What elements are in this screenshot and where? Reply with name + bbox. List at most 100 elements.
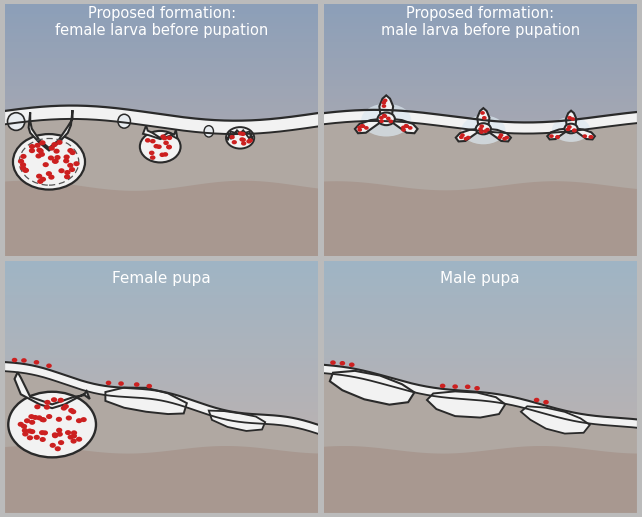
Circle shape xyxy=(589,135,593,139)
Circle shape xyxy=(480,111,485,115)
Circle shape xyxy=(73,161,80,166)
Circle shape xyxy=(55,155,60,160)
Circle shape xyxy=(22,428,28,433)
Circle shape xyxy=(163,141,169,145)
Circle shape xyxy=(52,433,58,438)
Polygon shape xyxy=(5,105,318,134)
Circle shape xyxy=(52,159,58,164)
Circle shape xyxy=(53,159,59,164)
Circle shape xyxy=(64,155,70,160)
Circle shape xyxy=(566,127,571,131)
Circle shape xyxy=(162,152,168,157)
Polygon shape xyxy=(379,95,393,116)
Circle shape xyxy=(474,386,480,390)
Circle shape xyxy=(241,141,247,146)
Circle shape xyxy=(499,133,503,137)
Circle shape xyxy=(134,382,139,387)
Circle shape xyxy=(46,171,52,176)
Circle shape xyxy=(49,443,56,448)
Circle shape xyxy=(69,150,76,155)
Polygon shape xyxy=(227,130,253,140)
Polygon shape xyxy=(5,446,318,513)
Circle shape xyxy=(229,135,235,139)
Circle shape xyxy=(67,148,74,153)
Circle shape xyxy=(159,153,165,157)
Circle shape xyxy=(56,432,63,437)
Circle shape xyxy=(555,135,560,139)
Circle shape xyxy=(166,145,172,149)
Circle shape xyxy=(349,362,354,367)
Polygon shape xyxy=(324,446,637,513)
Text: Proposed formation:
male larva before pupation: Proposed formation: male larva before pu… xyxy=(381,6,580,38)
Circle shape xyxy=(20,162,26,168)
Circle shape xyxy=(386,116,391,120)
Circle shape xyxy=(572,128,577,132)
Circle shape xyxy=(51,397,57,402)
Circle shape xyxy=(480,125,484,128)
Circle shape xyxy=(71,430,77,435)
Circle shape xyxy=(567,125,572,129)
Circle shape xyxy=(22,432,28,436)
Circle shape xyxy=(27,435,33,440)
Circle shape xyxy=(240,132,246,136)
Text: Male pupa: Male pupa xyxy=(440,271,520,286)
Circle shape xyxy=(21,154,26,159)
Circle shape xyxy=(63,404,69,409)
Polygon shape xyxy=(5,110,318,256)
Circle shape xyxy=(145,138,150,143)
Circle shape xyxy=(48,156,54,160)
Polygon shape xyxy=(324,110,637,133)
Circle shape xyxy=(149,150,155,155)
Ellipse shape xyxy=(377,113,395,125)
Circle shape xyxy=(465,385,471,389)
Circle shape xyxy=(340,361,345,366)
Polygon shape xyxy=(330,371,415,405)
Circle shape xyxy=(56,417,62,422)
Circle shape xyxy=(53,148,60,154)
Circle shape xyxy=(364,126,369,130)
Circle shape xyxy=(36,174,42,179)
Circle shape xyxy=(67,163,73,168)
Circle shape xyxy=(24,418,30,423)
Circle shape xyxy=(18,159,24,164)
Circle shape xyxy=(44,405,50,409)
Ellipse shape xyxy=(8,113,24,130)
Circle shape xyxy=(440,384,446,388)
Circle shape xyxy=(464,137,468,141)
Circle shape xyxy=(383,99,388,102)
Circle shape xyxy=(39,152,45,157)
Polygon shape xyxy=(143,126,177,139)
Polygon shape xyxy=(5,181,318,256)
Circle shape xyxy=(40,177,46,182)
Circle shape xyxy=(555,135,560,139)
Circle shape xyxy=(153,144,159,148)
Circle shape xyxy=(37,147,42,153)
Circle shape xyxy=(40,437,46,442)
Circle shape xyxy=(383,114,387,118)
Ellipse shape xyxy=(564,124,578,133)
Polygon shape xyxy=(456,129,479,142)
Circle shape xyxy=(17,422,24,427)
Circle shape xyxy=(160,134,166,139)
Circle shape xyxy=(37,148,44,154)
Circle shape xyxy=(478,127,483,131)
Circle shape xyxy=(408,126,413,130)
Circle shape xyxy=(22,168,29,173)
Circle shape xyxy=(543,400,549,404)
Circle shape xyxy=(570,117,575,121)
Circle shape xyxy=(76,437,82,442)
Circle shape xyxy=(29,144,35,149)
Circle shape xyxy=(71,438,77,444)
Polygon shape xyxy=(15,372,90,408)
Circle shape xyxy=(498,135,502,139)
Circle shape xyxy=(162,136,168,141)
Polygon shape xyxy=(477,108,489,127)
Polygon shape xyxy=(566,111,577,127)
Circle shape xyxy=(388,119,393,123)
Circle shape xyxy=(360,124,365,128)
Ellipse shape xyxy=(552,117,590,142)
Circle shape xyxy=(459,135,464,139)
Circle shape xyxy=(52,432,58,437)
Circle shape xyxy=(21,358,27,363)
Circle shape xyxy=(401,128,406,132)
